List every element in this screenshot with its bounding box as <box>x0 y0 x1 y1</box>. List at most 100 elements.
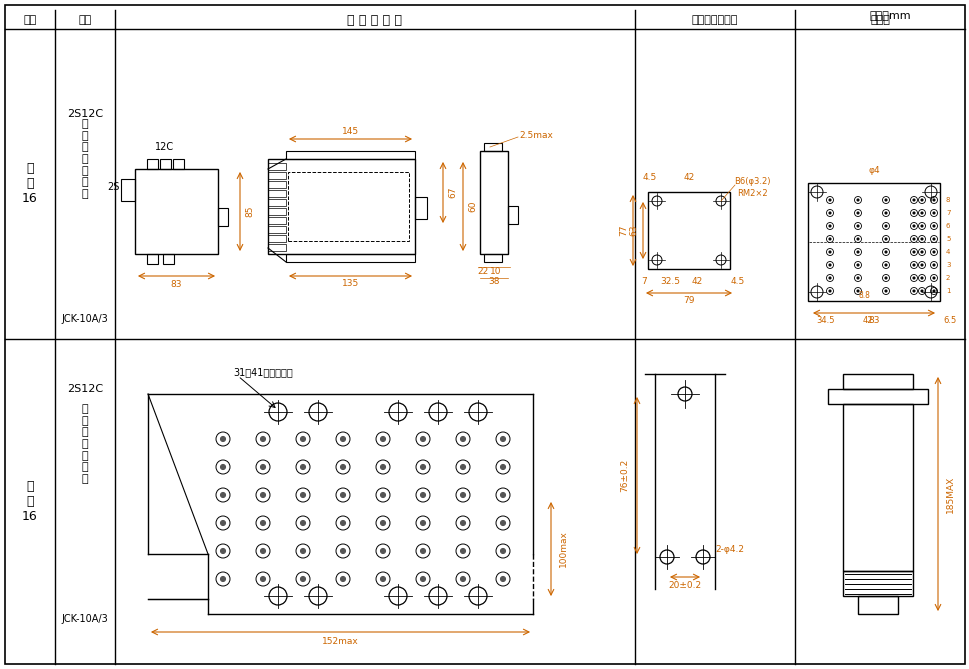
Circle shape <box>340 464 345 470</box>
Text: 2S12C: 2S12C <box>67 109 103 119</box>
Circle shape <box>220 549 225 553</box>
Circle shape <box>380 520 385 526</box>
Circle shape <box>884 290 886 292</box>
Text: 3: 3 <box>945 262 950 268</box>
Circle shape <box>220 577 225 581</box>
Circle shape <box>220 520 225 526</box>
Text: 8.8: 8.8 <box>858 292 869 300</box>
Circle shape <box>261 492 266 498</box>
Text: φ4: φ4 <box>867 167 879 175</box>
Text: 1: 1 <box>945 288 950 294</box>
Text: 34.5: 34.5 <box>816 316 834 326</box>
Text: 83: 83 <box>171 280 182 290</box>
Bar <box>480 151 508 254</box>
Text: 2.5max: 2.5max <box>518 130 552 140</box>
Bar <box>267 244 286 251</box>
Text: 63: 63 <box>629 225 638 236</box>
Circle shape <box>884 238 886 240</box>
Bar <box>484 254 502 262</box>
Circle shape <box>828 199 830 201</box>
Circle shape <box>857 277 859 279</box>
Bar <box>267 181 286 188</box>
Circle shape <box>932 212 934 214</box>
Circle shape <box>828 264 830 266</box>
Circle shape <box>300 464 305 470</box>
Bar <box>160 159 171 169</box>
Circle shape <box>340 436 345 442</box>
Text: 152max: 152max <box>322 636 359 646</box>
Bar <box>647 192 730 269</box>
Circle shape <box>920 199 922 201</box>
Circle shape <box>828 251 830 253</box>
Circle shape <box>884 212 886 214</box>
Text: 外 形 尺 寸 图: 外 形 尺 寸 图 <box>347 13 402 27</box>
Circle shape <box>932 277 934 279</box>
Bar <box>288 172 409 241</box>
Text: 67: 67 <box>448 187 457 198</box>
Circle shape <box>380 436 385 442</box>
Bar <box>267 235 286 242</box>
Circle shape <box>421 436 425 442</box>
Text: 4.5: 4.5 <box>730 278 744 286</box>
Circle shape <box>261 520 266 526</box>
Text: 60: 60 <box>468 201 477 212</box>
Bar <box>508 206 517 224</box>
Text: 85: 85 <box>245 206 254 217</box>
Circle shape <box>500 492 505 498</box>
Circle shape <box>857 290 859 292</box>
Text: 185MAX: 185MAX <box>945 476 953 512</box>
Text: 4.5: 4.5 <box>642 173 656 183</box>
Text: 135: 135 <box>341 280 359 288</box>
Circle shape <box>857 251 859 253</box>
Circle shape <box>460 549 465 553</box>
Text: 附
图
16: 附 图 16 <box>22 480 38 523</box>
Bar <box>147 254 158 264</box>
Circle shape <box>421 549 425 553</box>
Bar <box>807 183 939 301</box>
Circle shape <box>920 251 922 253</box>
Circle shape <box>912 290 914 292</box>
Circle shape <box>932 238 934 240</box>
Circle shape <box>500 549 505 553</box>
Circle shape <box>340 492 345 498</box>
Text: 76±0.2: 76±0.2 <box>620 459 629 492</box>
Bar <box>286 254 415 262</box>
Circle shape <box>932 199 934 201</box>
Circle shape <box>828 238 830 240</box>
Text: JCK-10A/3: JCK-10A/3 <box>62 314 109 324</box>
Text: 6.5: 6.5 <box>943 316 955 326</box>
Circle shape <box>857 225 859 227</box>
Circle shape <box>912 264 914 266</box>
Circle shape <box>932 290 934 292</box>
Circle shape <box>300 577 305 581</box>
Circle shape <box>261 464 266 470</box>
Circle shape <box>421 492 425 498</box>
Bar <box>121 179 135 201</box>
Circle shape <box>300 492 305 498</box>
Circle shape <box>920 290 922 292</box>
Text: 4: 4 <box>945 249 950 255</box>
Circle shape <box>460 577 465 581</box>
Text: 安装开孔尺寸图: 安装开孔尺寸图 <box>691 15 737 25</box>
Bar <box>218 208 228 226</box>
Bar <box>267 172 286 179</box>
Circle shape <box>460 436 465 442</box>
Circle shape <box>884 277 886 279</box>
Text: 10: 10 <box>489 268 501 276</box>
Circle shape <box>828 277 830 279</box>
Bar <box>267 163 286 170</box>
Bar <box>172 159 184 169</box>
Text: 83: 83 <box>867 316 879 326</box>
Text: 2S12C: 2S12C <box>67 384 103 394</box>
Circle shape <box>261 549 266 553</box>
Circle shape <box>340 520 345 526</box>
Circle shape <box>857 264 859 266</box>
Text: 77: 77 <box>619 225 628 236</box>
Circle shape <box>220 436 225 442</box>
Circle shape <box>380 577 385 581</box>
Text: 8: 8 <box>945 197 950 203</box>
Circle shape <box>857 212 859 214</box>
Text: 32.5: 32.5 <box>659 278 679 286</box>
Text: 38: 38 <box>487 278 499 286</box>
Text: 5: 5 <box>945 236 950 242</box>
